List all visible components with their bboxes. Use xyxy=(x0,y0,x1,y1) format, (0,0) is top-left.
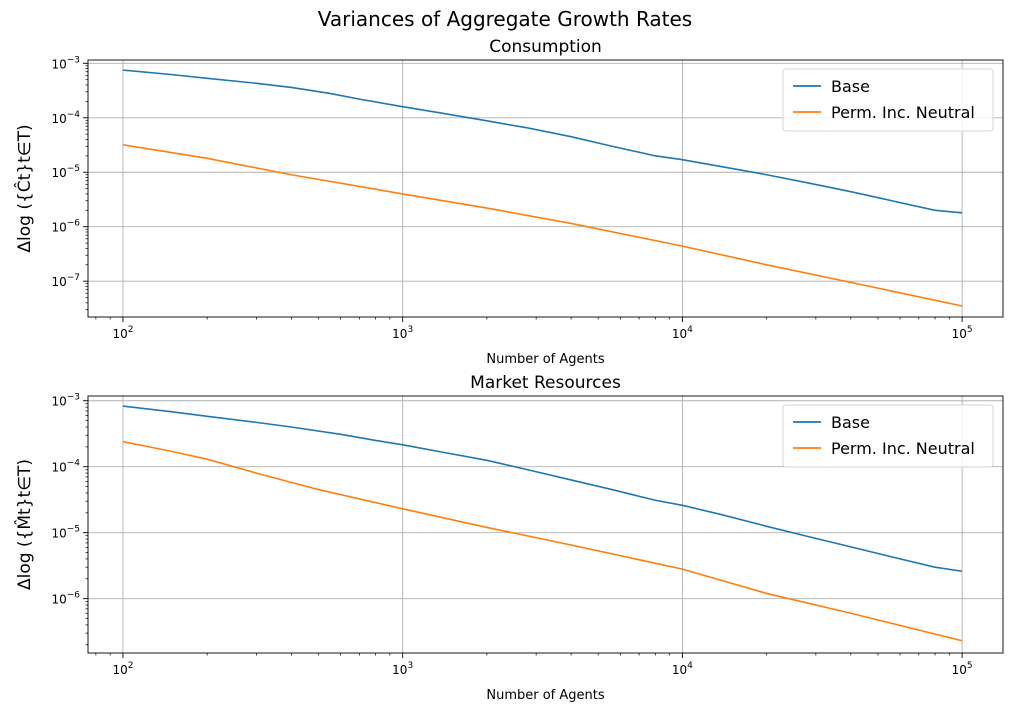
x-tick-exponent: 3 xyxy=(407,661,413,671)
y-axis-label: Δlog ({Ĉt}t∈T) xyxy=(13,124,35,252)
y-tick-base: 10 xyxy=(51,275,66,289)
y-tick-exponent: −7 xyxy=(67,273,80,283)
x-tick-label: 105 xyxy=(952,661,973,677)
y-tick-exponent: −6 xyxy=(67,591,81,601)
legend-label: Base xyxy=(831,77,870,96)
y-tick-label: 10−3 xyxy=(51,55,80,71)
x-tick-label: 104 xyxy=(672,661,693,677)
x-axis-label: Number of Agents xyxy=(486,352,604,367)
y-tick-label: 10−6 xyxy=(51,591,80,607)
x-tick-exponent: 2 xyxy=(128,661,134,671)
y-tick-base: 10 xyxy=(51,593,66,607)
y-tick-label: 10−7 xyxy=(51,273,80,289)
y-tick-base: 10 xyxy=(51,395,66,409)
x-tick-exponent: 5 xyxy=(967,325,973,335)
x-tick-exponent: 5 xyxy=(967,661,973,671)
x-tick-base: 10 xyxy=(392,327,407,341)
series-line-perm-inc-neutral xyxy=(122,440,963,642)
x-tick-base: 10 xyxy=(672,663,687,677)
y-tick-label: 10−4 xyxy=(51,459,80,475)
x-tick-label: 102 xyxy=(112,325,133,341)
y-tick-exponent: −3 xyxy=(67,55,80,65)
series-line-base xyxy=(122,405,963,573)
legend-label: Base xyxy=(831,413,870,432)
axes-title: Consumption xyxy=(489,37,602,57)
y-tick-label: 10−5 xyxy=(51,164,80,180)
x-tick-base: 10 xyxy=(112,663,127,677)
legend: Base Perm. Inc. Neutral xyxy=(782,404,994,468)
legend-box xyxy=(782,68,994,132)
x-tick-exponent: 3 xyxy=(407,325,413,335)
x-tick-exponent: 4 xyxy=(687,325,693,335)
x-tick-base: 10 xyxy=(672,327,687,341)
x-tick-base: 10 xyxy=(952,327,967,341)
x-axis-label: Number of Agents xyxy=(486,688,604,703)
figure-title: Variances of Aggregate Growth Rates xyxy=(318,7,692,31)
y-tick-exponent: −3 xyxy=(67,393,80,403)
y-tick-base: 10 xyxy=(51,57,66,71)
y-tick-exponent: −4 xyxy=(67,110,81,120)
y-axis-label: Δlog ({M̂t}t∈T) xyxy=(14,459,35,590)
x-tick-base: 10 xyxy=(112,327,127,341)
x-tick-exponent: 4 xyxy=(687,661,693,671)
y-tick-base: 10 xyxy=(51,166,66,180)
y-tick-base: 10 xyxy=(51,112,66,126)
y-tick-base: 10 xyxy=(51,527,66,541)
x-tick-base: 10 xyxy=(392,663,407,677)
x-tick-label: 103 xyxy=(392,325,413,341)
y-tick-exponent: −5 xyxy=(67,525,80,535)
x-tick-exponent: 2 xyxy=(128,325,134,335)
y-tick-label: 10−3 xyxy=(51,393,80,409)
y-tick-exponent: −5 xyxy=(67,164,80,174)
y-tick-exponent: −6 xyxy=(67,219,81,229)
plot-frame xyxy=(87,395,1004,654)
axes-title: Market Resources xyxy=(470,373,621,393)
legend-label: Perm. Inc. Neutral xyxy=(831,439,975,458)
legend-label: Perm. Inc. Neutral xyxy=(831,103,975,122)
legend-box xyxy=(782,404,994,468)
x-tick-label: 104 xyxy=(672,325,693,341)
x-tick-base: 10 xyxy=(952,663,967,677)
y-tick-label: 10−5 xyxy=(51,525,80,541)
y-tick-base: 10 xyxy=(51,221,66,235)
consumption-panel: 102 103 104 10510−710−610−510−410−3Consumpt… xyxy=(13,37,1004,367)
x-tick-label: 102 xyxy=(112,661,133,677)
series-line-base xyxy=(122,69,963,214)
series-line-perm-inc-neutral xyxy=(122,143,963,307)
y-tick-label: 10−6 xyxy=(51,219,80,235)
x-tick-label: 105 xyxy=(952,325,973,341)
y-tick-base: 10 xyxy=(51,461,66,475)
legend: Base Perm. Inc. Neutral xyxy=(782,68,994,132)
y-tick-label: 10−4 xyxy=(51,110,80,126)
x-tick-label: 103 xyxy=(392,661,413,677)
y-tick-exponent: −4 xyxy=(67,459,81,469)
